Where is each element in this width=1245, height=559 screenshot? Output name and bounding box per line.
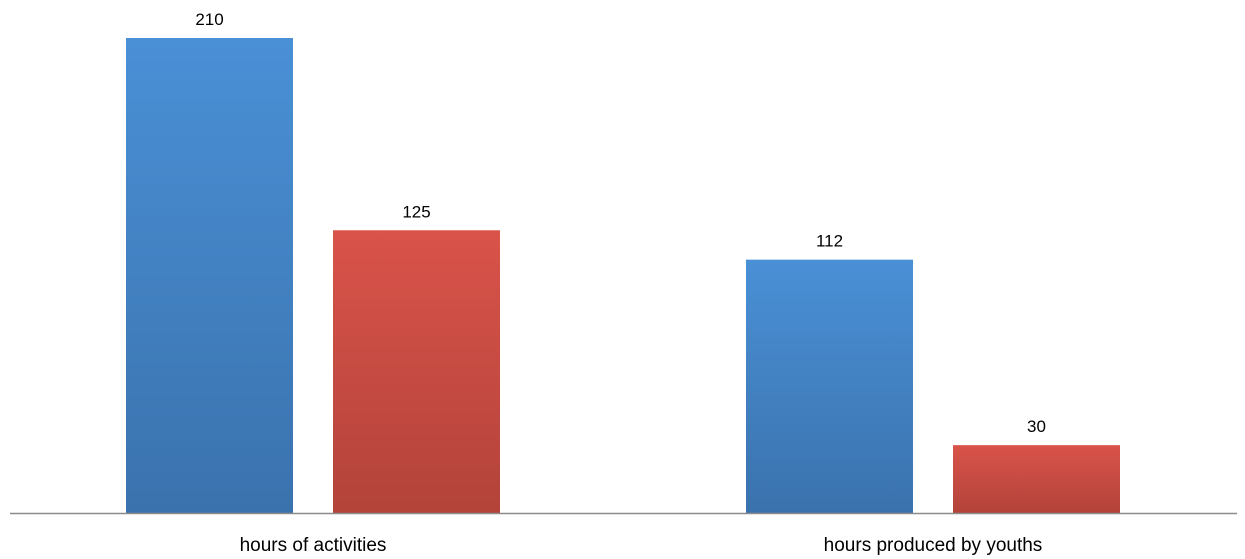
data-label: 112 [816,232,843,251]
bar-series1-hours-produced-by-youths [746,259,913,513]
category-label: hours produced by youths [824,535,1043,556]
data-label: 125 [402,202,430,221]
category-label: hours of activities [240,535,387,556]
data-label: 30 [1027,417,1046,436]
bars-layer [126,38,1120,513]
category-labels-layer: hours of activities hours produced by you… [240,535,1043,556]
data-labels-layer: 210 125 112 30 [195,10,1046,436]
bar-series2-hours-produced-by-youths [953,445,1120,513]
bar-series2-hours-of-activities [333,230,500,513]
bar-series1-hours-of-activities [126,38,293,513]
data-label: 210 [195,10,223,29]
